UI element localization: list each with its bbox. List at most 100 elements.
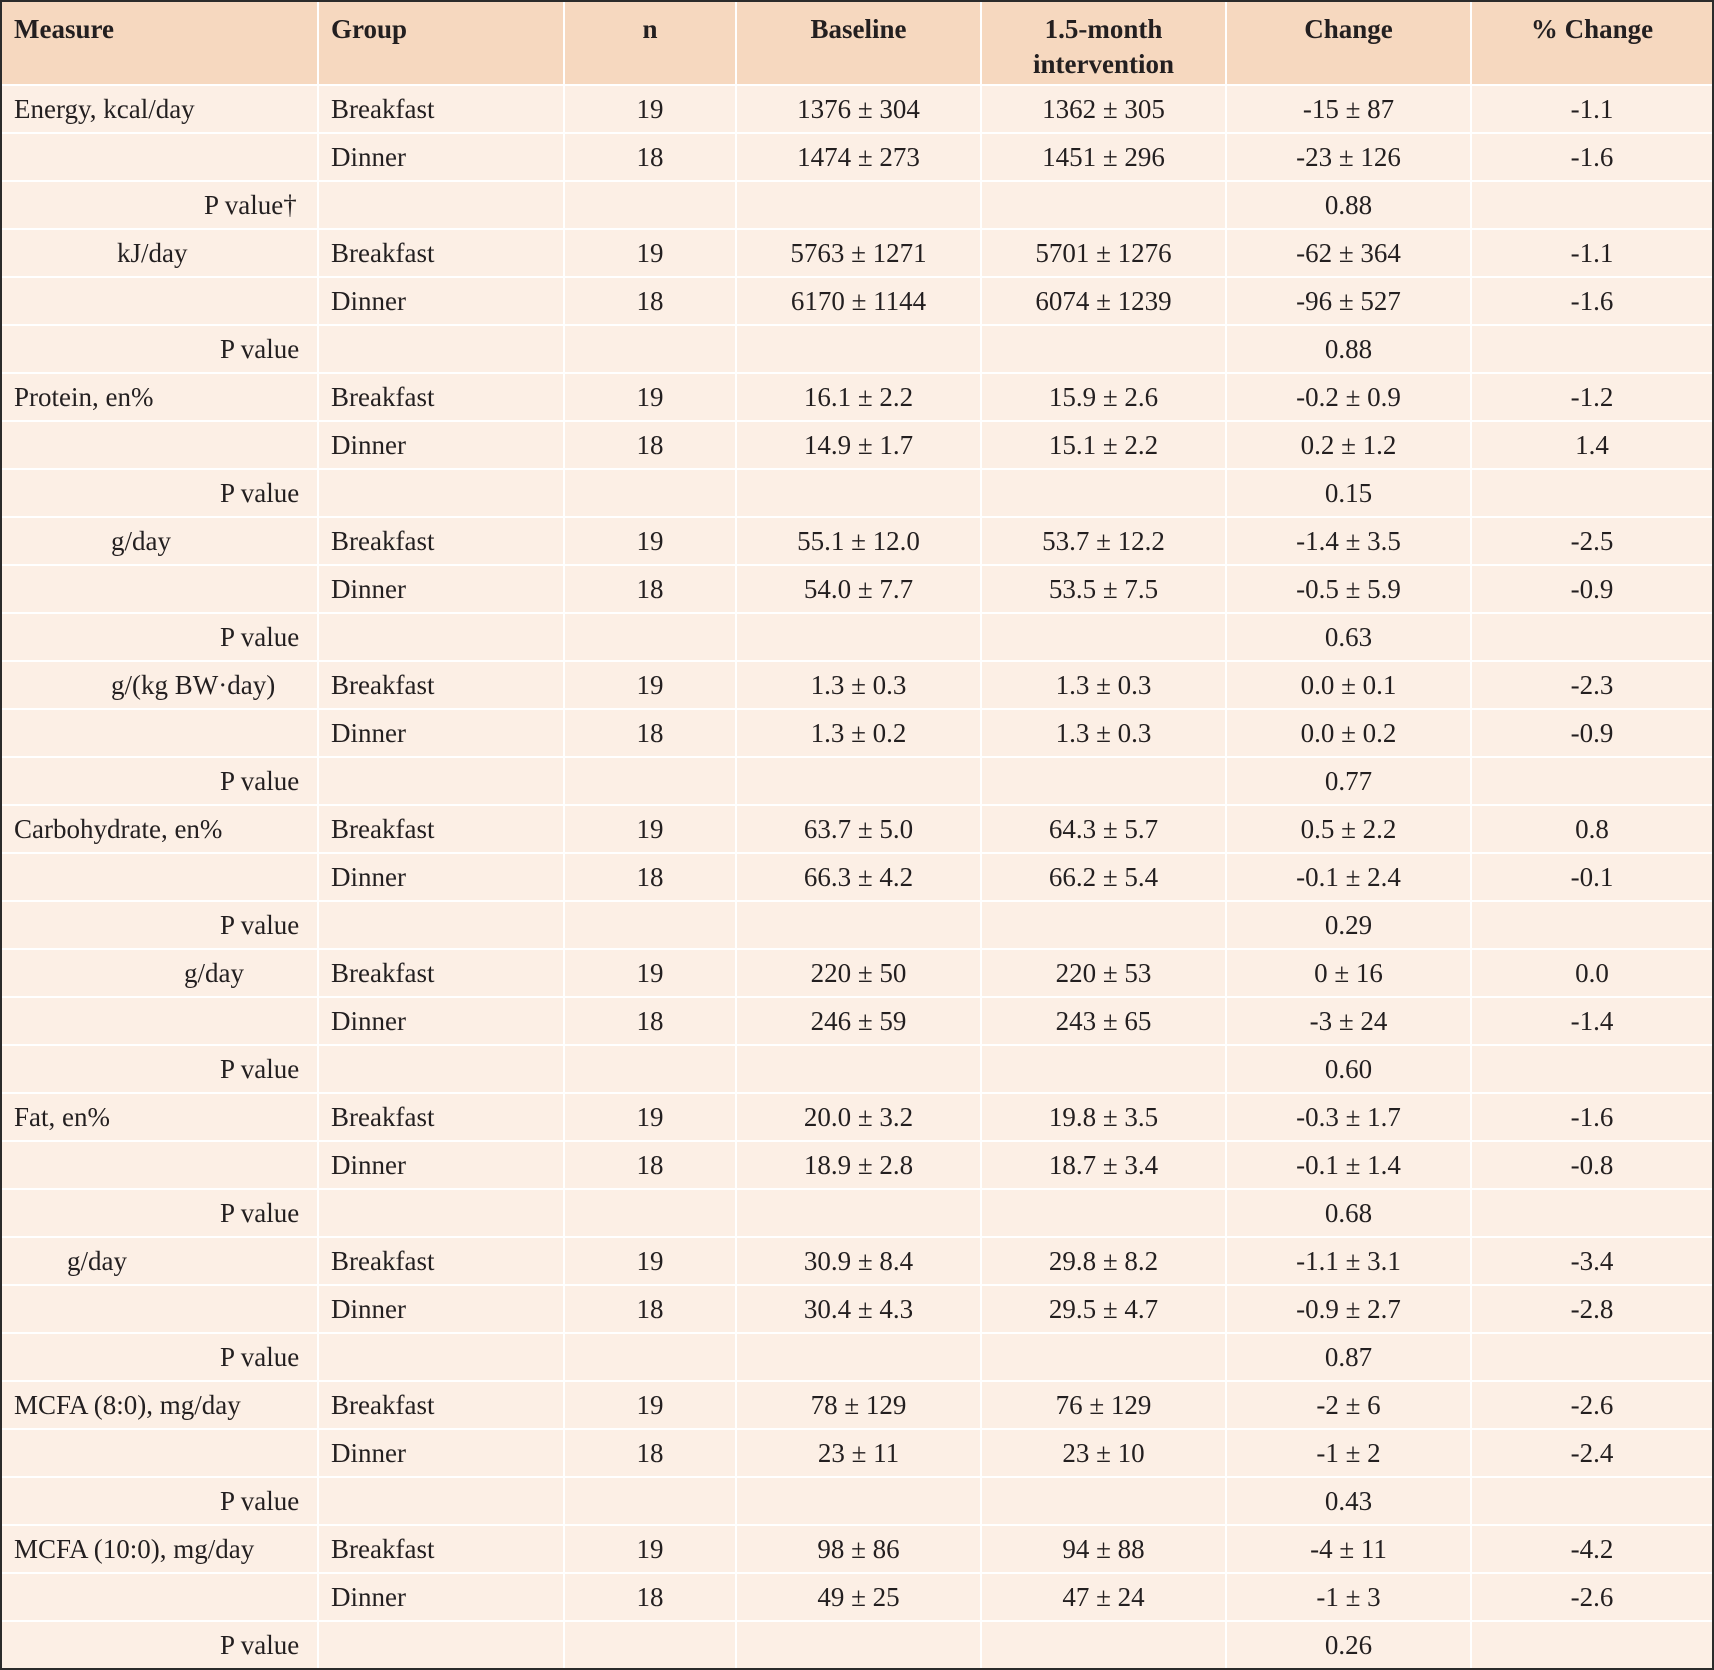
cell-measure: g/day xyxy=(2,949,319,998)
header-pct-change: % Change xyxy=(1471,2,1712,86)
header-measure: Measure xyxy=(2,2,319,86)
cell-n: 18 xyxy=(564,1141,737,1190)
cell-intervention: 29.8 ± 8.2 xyxy=(981,1237,1227,1286)
cell-change: 0 ± 16 xyxy=(1226,949,1472,998)
cell-change: 0.2 ± 1.2 xyxy=(1226,421,1472,470)
cell-intervention xyxy=(981,181,1227,230)
header-intervention-line1: 1.5-month xyxy=(1044,14,1163,44)
cell-group: Breakfast xyxy=(318,1237,565,1286)
cell-intervention: 94 ± 88 xyxy=(981,1525,1227,1574)
cell-group xyxy=(318,1045,565,1094)
cell-n: 18 xyxy=(564,709,737,758)
cell-pct-change xyxy=(1471,1045,1712,1094)
cell-group: Breakfast xyxy=(318,373,565,422)
cell-n: 18 xyxy=(564,997,737,1046)
cell-change: 0.29 xyxy=(1226,901,1472,950)
table-row: P value 0.63 xyxy=(2,613,1712,662)
cell-n: 19 xyxy=(564,1525,737,1574)
cell-n: 18 xyxy=(564,1429,737,1478)
cell-baseline: 1.3 ± 0.3 xyxy=(736,661,982,710)
table-row: g/day Breakfast 19 220 ± 50 220 ± 53 0 ± 16 0.… xyxy=(2,949,1712,998)
cell-group: Dinner xyxy=(318,277,565,326)
cell-baseline: 78 ± 129 xyxy=(736,1381,982,1430)
cell-n: 18 xyxy=(564,421,737,470)
cell-intervention xyxy=(981,1333,1227,1382)
table-row: Dinner 18 6170 ± 1144 6074 ± 1239 -96 ± 527-… xyxy=(2,277,1712,326)
cell-change: -96 ± 527 xyxy=(1226,277,1472,326)
cell-group: Dinner xyxy=(318,565,565,614)
cell-pct-change: 1.4 xyxy=(1471,421,1712,470)
cell-change: 0.15 xyxy=(1226,469,1472,518)
table-row: Dinner 18 30.4 ± 4.3 29.5 ± 4.7 -0.9 ± 2.7 -2… xyxy=(2,1285,1712,1334)
cell-baseline: 16.1 ± 2.2 xyxy=(736,373,982,422)
cell-baseline xyxy=(736,1189,982,1238)
cell-group: Breakfast xyxy=(318,661,565,710)
cell-intervention: 64.3 ± 5.7 xyxy=(981,805,1227,854)
cell-intervention xyxy=(981,613,1227,662)
table-row: Dinner 18 18.9 ± 2.8 18.7 ± 3.4 -0.1 ± 1.4 -0… xyxy=(2,1141,1712,1190)
cell-n: 18 xyxy=(564,565,737,614)
cell-change: -4 ± 11 xyxy=(1226,1525,1472,1574)
cell-change: -15 ± 87 xyxy=(1226,85,1472,134)
cell-measure xyxy=(2,709,319,758)
cell-baseline: 1376 ± 304 xyxy=(736,85,982,134)
table-row: Protein, en% Breakfast 19 16.1 ± 2.2 15.9 ± … xyxy=(2,373,1712,422)
cell-group xyxy=(318,1189,565,1238)
cell-baseline: 1474 ± 273 xyxy=(736,133,982,182)
cell-n: 19 xyxy=(564,229,737,278)
cell-baseline: 246 ± 59 xyxy=(736,997,982,1046)
cell-intervention xyxy=(981,757,1227,806)
cell-measure xyxy=(2,1141,319,1190)
cell-measure xyxy=(2,1429,319,1478)
cell-pct-change: -2.8 xyxy=(1471,1285,1712,1334)
cell-n xyxy=(564,469,737,518)
cell-change: 0.77 xyxy=(1226,757,1472,806)
table-row: Dinner 18 23 ± 11 23 ± 10 -1 ± 2 -2.4 xyxy=(2,1429,1712,1478)
cell-change: -0.1 ± 2.4 xyxy=(1226,853,1472,902)
cell-measure xyxy=(2,565,319,614)
cell-intervention: 53.5 ± 7.5 xyxy=(981,565,1227,614)
cell-group: Breakfast xyxy=(318,1525,565,1574)
cell-intervention: 243 ± 65 xyxy=(981,997,1227,1046)
table-body: Energy, kcal/day Breakfast 19 1376 ± 304 136… xyxy=(2,85,1712,1668)
cell-change: -23 ± 126 xyxy=(1226,133,1472,182)
cell-baseline: 1.3 ± 0.2 xyxy=(736,709,982,758)
header-change: Change xyxy=(1226,2,1472,86)
cell-intervention: 76 ± 129 xyxy=(981,1381,1227,1430)
cell-measure: MCFA (10:0), mg/day xyxy=(2,1525,319,1574)
cell-n: 18 xyxy=(564,1573,737,1622)
cell-n: 19 xyxy=(564,805,737,854)
table-row: Dinner 18 49 ± 25 47 ± 24 -1 ± 3 -2.6 xyxy=(2,1573,1712,1622)
table-row: Dinner 18 1474 ± 273 1451 ± 296 -23 ± 126 -1.… xyxy=(2,133,1712,182)
cell-measure xyxy=(2,1573,319,1622)
cell-group xyxy=(318,901,565,950)
cell-baseline: 63.7 ± 5.0 xyxy=(736,805,982,854)
table-row: P value 0.29 xyxy=(2,901,1712,950)
header-n: n xyxy=(564,2,737,86)
cell-baseline xyxy=(736,1621,982,1668)
cell-pct-change: -1.6 xyxy=(1471,277,1712,326)
cell-group: Breakfast xyxy=(318,949,565,998)
cell-measure: Fat, en% xyxy=(2,1093,319,1142)
cell-pct-change xyxy=(1471,613,1712,662)
cell-intervention xyxy=(981,1189,1227,1238)
table-header: Measure Group n Baseline 1.5-month inter… xyxy=(2,2,1712,86)
header-intervention-line2: intervention xyxy=(1033,49,1174,79)
cell-change: 0.63 xyxy=(1226,613,1472,662)
cell-intervention: 220 ± 53 xyxy=(981,949,1227,998)
cell-pct-change: -2.5 xyxy=(1471,517,1712,566)
cell-group: Breakfast xyxy=(318,85,565,134)
cell-group: Breakfast xyxy=(318,1093,565,1142)
cell-pct-change xyxy=(1471,1477,1712,1526)
cell-measure xyxy=(2,997,319,1046)
cell-pct-change: -2.3 xyxy=(1471,661,1712,710)
cell-group: Breakfast xyxy=(318,517,565,566)
cell-measure: P value xyxy=(2,1621,319,1668)
cell-pct-change: -1.6 xyxy=(1471,1093,1712,1142)
cell-group: Dinner xyxy=(318,1429,565,1478)
cell-group: Dinner xyxy=(318,1141,565,1190)
cell-measure: g/day xyxy=(2,1237,319,1286)
cell-group xyxy=(318,1333,565,1382)
cell-n: 19 xyxy=(564,1381,737,1430)
